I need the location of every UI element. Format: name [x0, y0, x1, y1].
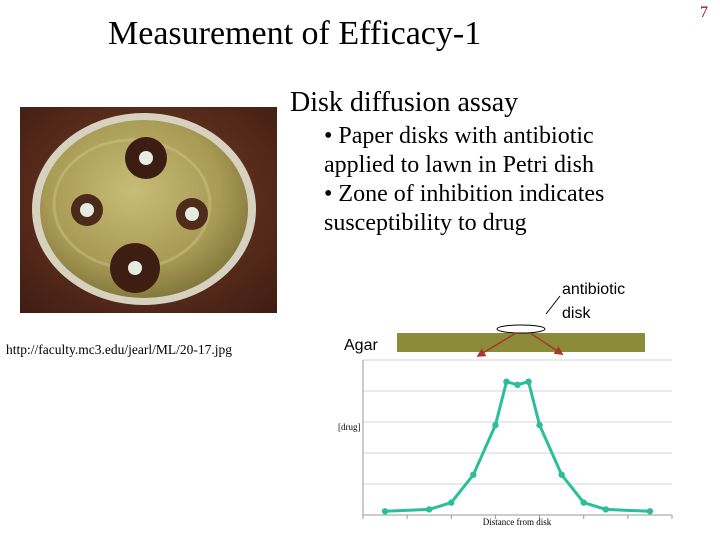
antibiotic-disk	[496, 324, 546, 334]
petri-dish-photo	[20, 107, 277, 313]
bullet-line: • Zone of inhibition indicates	[324, 181, 605, 207]
bullet-line: applied to lawn in Petri dish	[324, 152, 594, 178]
antibiotic-label: antibiotic	[562, 281, 625, 298]
label-leader-line	[545, 295, 561, 315]
image-source-url: http://faculty.mc3.edu/jearl/ML/20-17.jp…	[6, 342, 232, 357]
data-point	[646, 508, 654, 515]
inhibition-zone	[71, 194, 103, 226]
inhibition-zone	[125, 137, 167, 179]
bullet-line: • Paper disks with antibiotic	[324, 123, 594, 149]
data-point	[580, 499, 587, 506]
data-point	[602, 506, 609, 513]
bacterial-lawn	[40, 120, 248, 298]
y-axis-label: [drug]	[338, 422, 361, 432]
data-point	[558, 471, 565, 478]
diffusion-diagram: antibiotic disk Agar [drug] Distance from…	[338, 281, 673, 527]
data-point	[536, 421, 543, 429]
data-point	[514, 381, 521, 388]
data-point	[470, 471, 477, 478]
inhibition-zone	[176, 198, 208, 230]
diffusion-arrow-right	[529, 332, 564, 355]
drug-concentration-line	[385, 380, 650, 513]
data-point	[381, 508, 389, 515]
disk-label: disk	[562, 305, 591, 322]
diffusion-arrow-left	[476, 332, 517, 357]
data-point	[492, 421, 499, 429]
agar-layer	[397, 333, 645, 352]
x-axis-label: Distance from disk	[483, 517, 552, 527]
page-number: 7	[700, 4, 708, 21]
bullet-line: susceptibility to drug	[324, 210, 527, 236]
inhibition-zone	[110, 243, 160, 293]
data-point	[525, 378, 532, 385]
data-point	[426, 506, 433, 513]
concentration-plot: [drug] Distance from disk	[338, 359, 673, 527]
bullet-list: • Paper disks with antibiotic applied to…	[324, 122, 714, 238]
agar-label: Agar	[344, 337, 378, 354]
slide-subtitle: Disk diffusion assay	[290, 87, 519, 118]
data-point	[503, 378, 510, 385]
data-point	[448, 499, 455, 506]
slide-title: Measurement of Efficacy-1	[108, 15, 482, 52]
